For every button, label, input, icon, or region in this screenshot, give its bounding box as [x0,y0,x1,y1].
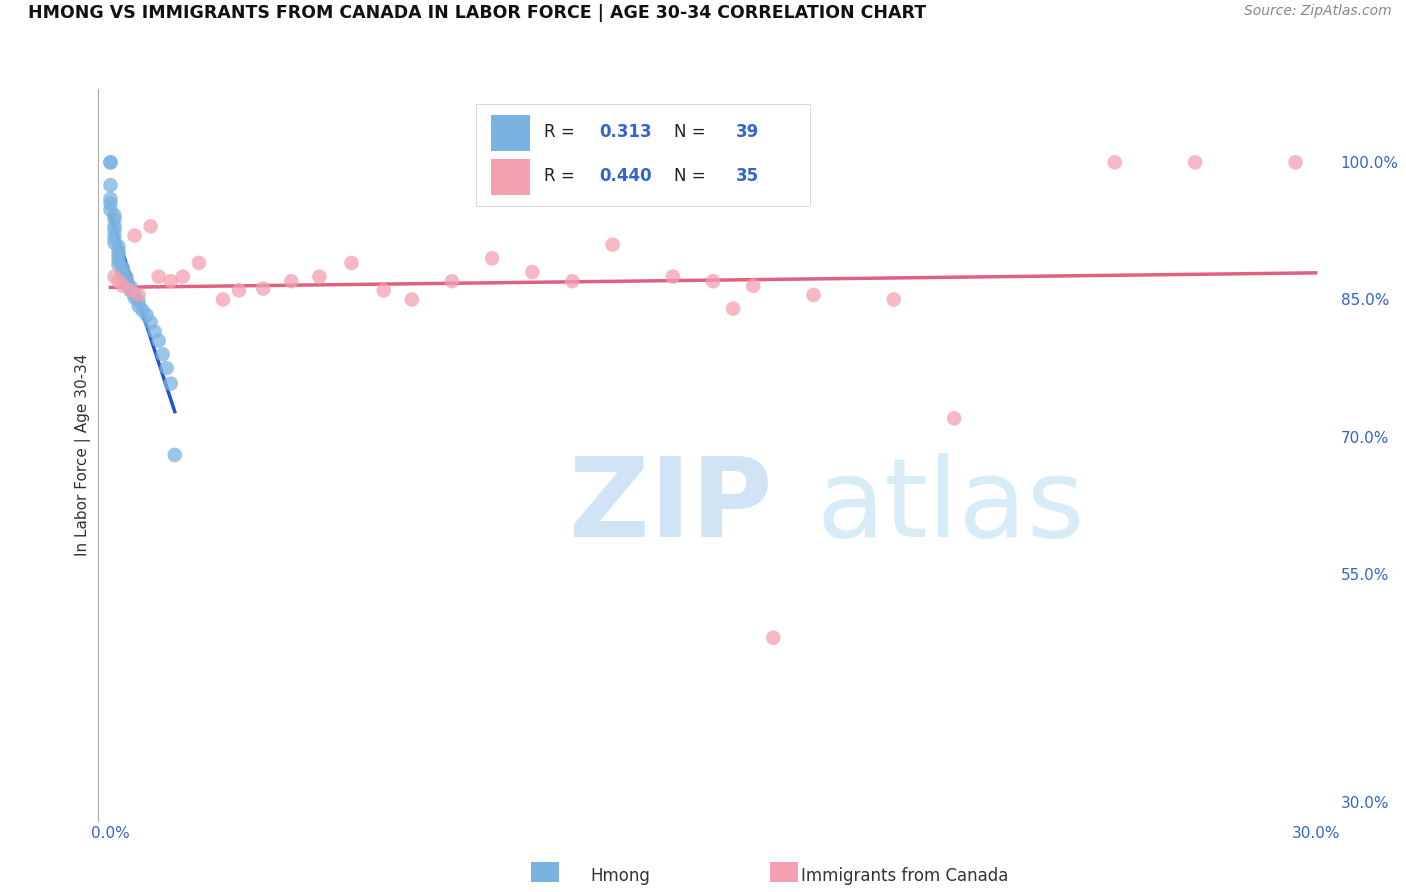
Point [721,301,744,316]
Point [440,274,463,288]
Point [107,253,129,268]
Point [1184,155,1206,169]
Point [103,235,125,250]
Point [373,284,395,298]
Point [602,237,624,252]
Point [662,269,685,284]
Point [128,299,150,313]
Text: N =: N = [673,167,706,186]
Point [148,269,170,284]
Point [120,279,142,293]
Point [401,293,423,307]
Point [762,631,785,645]
Point [212,293,235,307]
Point [107,249,129,263]
Point [280,274,302,288]
Text: R =: R = [544,123,575,141]
Point [172,269,194,284]
Point [124,291,146,305]
Point [187,256,209,270]
Point [107,239,129,253]
Point [103,212,125,227]
Point [103,230,125,244]
Point [103,269,125,284]
Point [139,315,162,329]
Text: atlas: atlas [815,452,1084,559]
FancyBboxPatch shape [491,159,530,195]
Point [100,192,122,206]
Text: 35: 35 [735,167,759,186]
Point [124,228,146,243]
Point [163,448,186,462]
Point [100,155,122,169]
Point [100,196,122,211]
Point [124,287,146,301]
FancyBboxPatch shape [475,103,810,206]
Point [1284,155,1306,169]
Text: R =: R = [544,167,575,186]
Text: N =: N = [673,123,706,141]
Point [156,361,179,376]
Bar [531,863,560,882]
Point [111,278,134,293]
Point [159,274,181,288]
Point [120,284,142,298]
Point [131,303,153,318]
Point [152,347,174,361]
Text: Source: ZipAtlas.com: Source: ZipAtlas.com [1244,4,1392,19]
Point [803,288,825,302]
Text: ZIP: ZIP [568,452,772,559]
Point [143,325,166,339]
Text: 0.313: 0.313 [599,123,652,141]
Point [561,274,583,288]
Point [159,376,181,391]
Point [111,268,134,283]
Point [481,252,503,266]
Point [340,256,363,270]
Point [148,334,170,348]
Point [107,244,129,258]
Point [115,274,138,288]
Point [139,219,162,234]
Point [100,178,122,193]
Point [135,308,157,322]
FancyBboxPatch shape [491,115,530,152]
Point [111,266,134,280]
Text: HMONG VS IMMIGRANTS FROM CANADA IN LABOR FORCE | AGE 30-34 CORRELATION CHART: HMONG VS IMMIGRANTS FROM CANADA IN LABOR… [28,4,927,22]
Point [308,269,330,284]
Point [111,260,134,275]
Point [100,155,122,169]
Point [883,293,905,307]
Point [111,263,134,277]
Point [943,411,966,425]
Y-axis label: In Labor Force | Age 30-34: In Labor Force | Age 30-34 [76,353,91,557]
Text: Hmong: Hmong [591,867,651,885]
Point [115,270,138,285]
Point [128,294,150,309]
Text: 0.440: 0.440 [599,167,652,186]
Text: Immigrants from Canada: Immigrants from Canada [801,867,1008,885]
Point [228,284,250,298]
Point [522,265,544,279]
Text: 39: 39 [735,123,759,141]
Bar [770,863,799,882]
Point [120,284,142,298]
Point [103,219,125,234]
Point [252,281,274,295]
Point [128,288,150,302]
Point [115,277,138,291]
Point [1104,155,1126,169]
Point [107,274,129,288]
Point [103,224,125,238]
Point [107,258,129,272]
Point [742,278,765,293]
Point [702,274,724,288]
Point [100,202,122,217]
Point [103,208,125,222]
